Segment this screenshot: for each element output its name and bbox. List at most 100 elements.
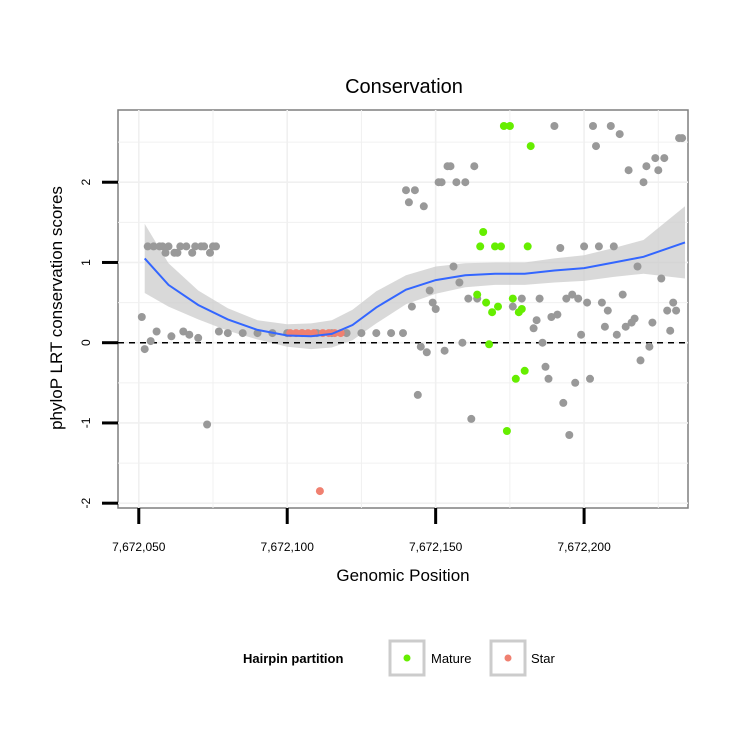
data-point-other [146,337,155,346]
data-point-other [633,262,642,271]
legend: Hairpin partition Mature Star [243,639,556,677]
data-point-other [455,278,464,287]
data-point-other [606,122,615,130]
data-point-other [615,130,624,139]
data-point-other [372,329,381,338]
series-mature [473,122,535,435]
data-point-other [238,329,247,338]
data-point-other [470,162,479,171]
data-point-other [425,286,434,295]
data-point-other [458,338,467,347]
data-point-other [586,374,594,383]
data-point-other [143,242,152,251]
legend-title: Hairpin partition [243,651,343,666]
data-point-other [580,242,589,251]
data-point-other [437,178,446,187]
data-point-other [200,242,209,251]
data-point-other [624,166,633,175]
data-point-other [422,348,431,357]
data-point-other [654,166,663,175]
data-point-mature [526,142,535,151]
data-point-mature [476,242,485,251]
smooth-trend-line [143,241,686,338]
legend-label-mature: Mature [431,651,471,666]
data-point-other [645,342,654,351]
data-point-other [657,274,666,283]
data-point-star [304,329,312,338]
data-point-mature [520,366,529,375]
data-point-other [399,329,407,338]
data-point-other [589,122,597,130]
data-point-other [152,327,161,336]
series-other [137,122,687,439]
data-point-other [387,329,396,338]
data-point-other [167,332,176,341]
data-point-other [410,186,419,195]
data-point-other [565,431,574,439]
data-point-other [407,302,416,311]
data-point-other [642,162,651,171]
data-point-other [550,122,559,130]
data-point-other [214,327,223,336]
data-point-mature [505,122,514,130]
data-point-other [182,242,191,251]
data-point-other [404,198,413,207]
data-point-other [678,134,687,143]
data-point-other [612,330,621,339]
y-tick-label: -2 [79,498,93,509]
data-point-other [571,378,580,387]
y-tick-label: -1 [79,417,93,428]
legend-swatch-star [504,654,512,662]
data-point-other [597,298,606,307]
data-point-other [651,154,660,163]
y-tick-label: 1 [79,259,93,266]
data-point-other [173,248,182,257]
data-point-mature [523,242,532,251]
x-axis-label: Genomic Position [336,566,469,585]
data-point-other [553,310,562,319]
data-point-other [164,242,173,251]
data-point-other [547,313,556,321]
data-point-mature [517,305,526,313]
data-point-other [538,338,547,347]
y-tick-label: 2 [79,179,93,186]
y-axis-label: phyloP LRT conservation scores [47,186,66,430]
data-point-other [402,186,410,195]
data-points [137,122,687,496]
data-point-other [541,362,550,371]
data-point-mature [485,340,494,349]
data-point-other [672,306,681,315]
data-point-mature [511,374,520,383]
data-point-other [223,329,232,338]
data-point-other [559,398,568,407]
data-point-other [428,298,437,307]
data-point-other [508,302,517,311]
data-point-mature [488,308,497,317]
smooth-confidence-band [144,206,685,350]
data-point-other [660,154,669,163]
data-point-mature [508,294,517,303]
data-point-other [630,314,639,323]
legend-label-star: Star [531,651,556,666]
data-point-other [517,294,526,303]
data-point-other [603,306,612,315]
data-point-mature [479,228,488,236]
x-tick-label: 7,672,100 [261,540,315,554]
data-point-other [669,298,678,307]
data-point-other [440,346,449,355]
data-point-other [194,333,203,342]
x-tick-label: 7,672,150 [409,540,463,554]
data-point-other [185,330,194,339]
data-point-other [449,262,458,271]
x-tick-label: 7,672,200 [557,540,611,554]
data-point-other [137,313,146,321]
data-point-other [636,356,645,365]
data-point-other [431,305,440,313]
data-point-other [594,242,603,251]
y-tick-label: 0 [79,339,93,346]
chart-title: Conservation [345,76,463,98]
data-point-other [342,329,351,338]
data-point-other [568,290,577,299]
data-point-other [446,162,455,171]
